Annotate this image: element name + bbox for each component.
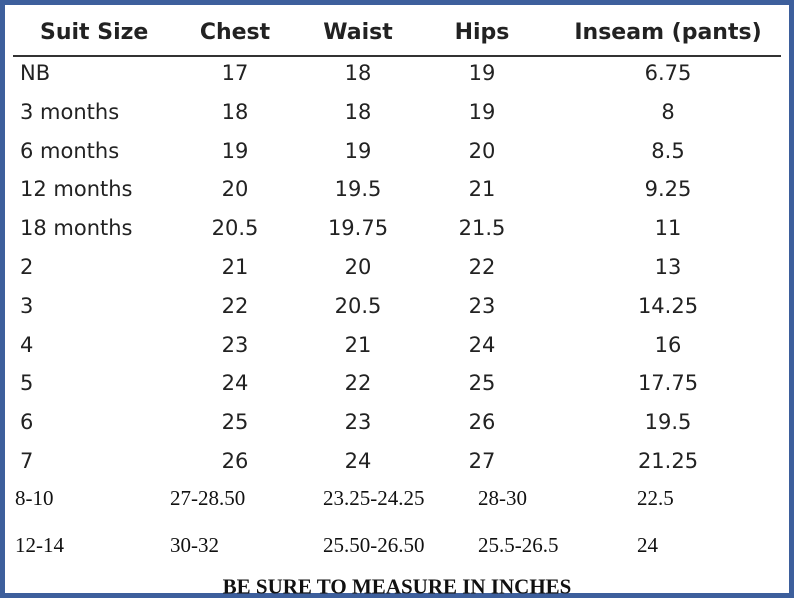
header-cell: Hips: [454, 20, 510, 45]
header-cell: Chest: [199, 20, 271, 45]
table-cell: 19: [468, 99, 496, 124]
table-cell: 9.25: [644, 177, 692, 202]
table-cell: 19: [468, 61, 496, 85]
table-cell: 21: [344, 332, 372, 357]
table-cell: 22: [344, 371, 372, 396]
table-cell: 23: [344, 410, 372, 435]
table-cell: 25.5-26.5: [478, 533, 559, 557]
table-cell: 8-10: [15, 486, 54, 510]
table-cell: 5: [20, 371, 34, 396]
footer-note: BE SURE TO MEASURE IN INCHES: [222, 574, 572, 599]
table-cell: 30-32: [170, 533, 219, 557]
table-cell: 22.5: [637, 486, 674, 510]
table-cell: 24: [221, 371, 249, 396]
table-cell: 6.75: [644, 61, 692, 85]
table-cell: 18: [344, 61, 372, 85]
table-cell: 25.50-26.50: [323, 533, 425, 557]
table-cell: 23: [468, 293, 496, 318]
table-cell: 20: [468, 138, 496, 163]
table-cell: 19.75: [327, 216, 389, 241]
table-cell: 26: [468, 410, 496, 435]
table-cell: 13: [654, 255, 682, 279]
table-cell: 20.5: [334, 293, 382, 318]
header-rule: [13, 55, 781, 57]
table-cell: 27-28.50: [170, 486, 246, 510]
table-cell: 18 months: [20, 216, 133, 241]
table-cell: 20: [221, 177, 249, 202]
table-cell: 17: [221, 61, 249, 85]
table-cell: 16: [654, 332, 682, 357]
table-cell: 7: [20, 449, 34, 473]
table-cell: 20.5: [211, 216, 259, 241]
table-cell: 6 months: [20, 138, 120, 163]
table-cell: 23: [221, 332, 249, 357]
table-cell: 22: [468, 255, 496, 279]
table-cell: 22: [221, 293, 249, 318]
table-cell: 26: [221, 449, 249, 473]
table-cell: 18: [221, 99, 249, 124]
table-cell: 12-14: [15, 533, 64, 557]
table-cell: 24: [344, 449, 372, 473]
table-cell: 8: [661, 99, 675, 124]
table-cell: 24: [637, 533, 658, 557]
table-cell: 25: [221, 410, 249, 435]
table-cell: 2: [20, 255, 34, 279]
table-cell: 19: [221, 138, 249, 163]
table-cell: 14.25: [637, 293, 699, 318]
table-cell: 4: [20, 332, 34, 357]
table-cell: 17.75: [637, 371, 699, 396]
table-cell: 21: [468, 177, 496, 202]
table-cell: 3 months: [20, 99, 120, 124]
header-cell: Waist: [323, 20, 393, 45]
table-cell: 21.25: [637, 449, 699, 473]
table-cell: 21.5: [458, 216, 506, 241]
table-cell: 20: [344, 255, 372, 279]
table-cell: 8.5: [651, 138, 685, 163]
header-cell: Suit Size: [40, 20, 149, 45]
table-cell: 25: [468, 371, 496, 396]
table-cell: NB: [20, 61, 51, 85]
table-cell: 21: [221, 255, 249, 279]
table-cell: 12 months: [20, 177, 133, 202]
table-cell: 3: [20, 293, 34, 318]
table-cell: 19.5: [334, 177, 382, 202]
table-cell: 6: [20, 410, 34, 435]
table-cell: 27: [468, 449, 496, 473]
table-cell: 24: [468, 332, 496, 357]
table-cell: 18: [344, 99, 372, 124]
table-cell: 23.25-24.25: [323, 486, 425, 510]
header-cell: Inseam (pants): [574, 20, 762, 45]
table-cell: 11: [654, 216, 682, 241]
table-cell: 19.5: [644, 410, 692, 435]
table-cell: 19: [344, 138, 372, 163]
table-cell: 28-30: [478, 486, 527, 510]
